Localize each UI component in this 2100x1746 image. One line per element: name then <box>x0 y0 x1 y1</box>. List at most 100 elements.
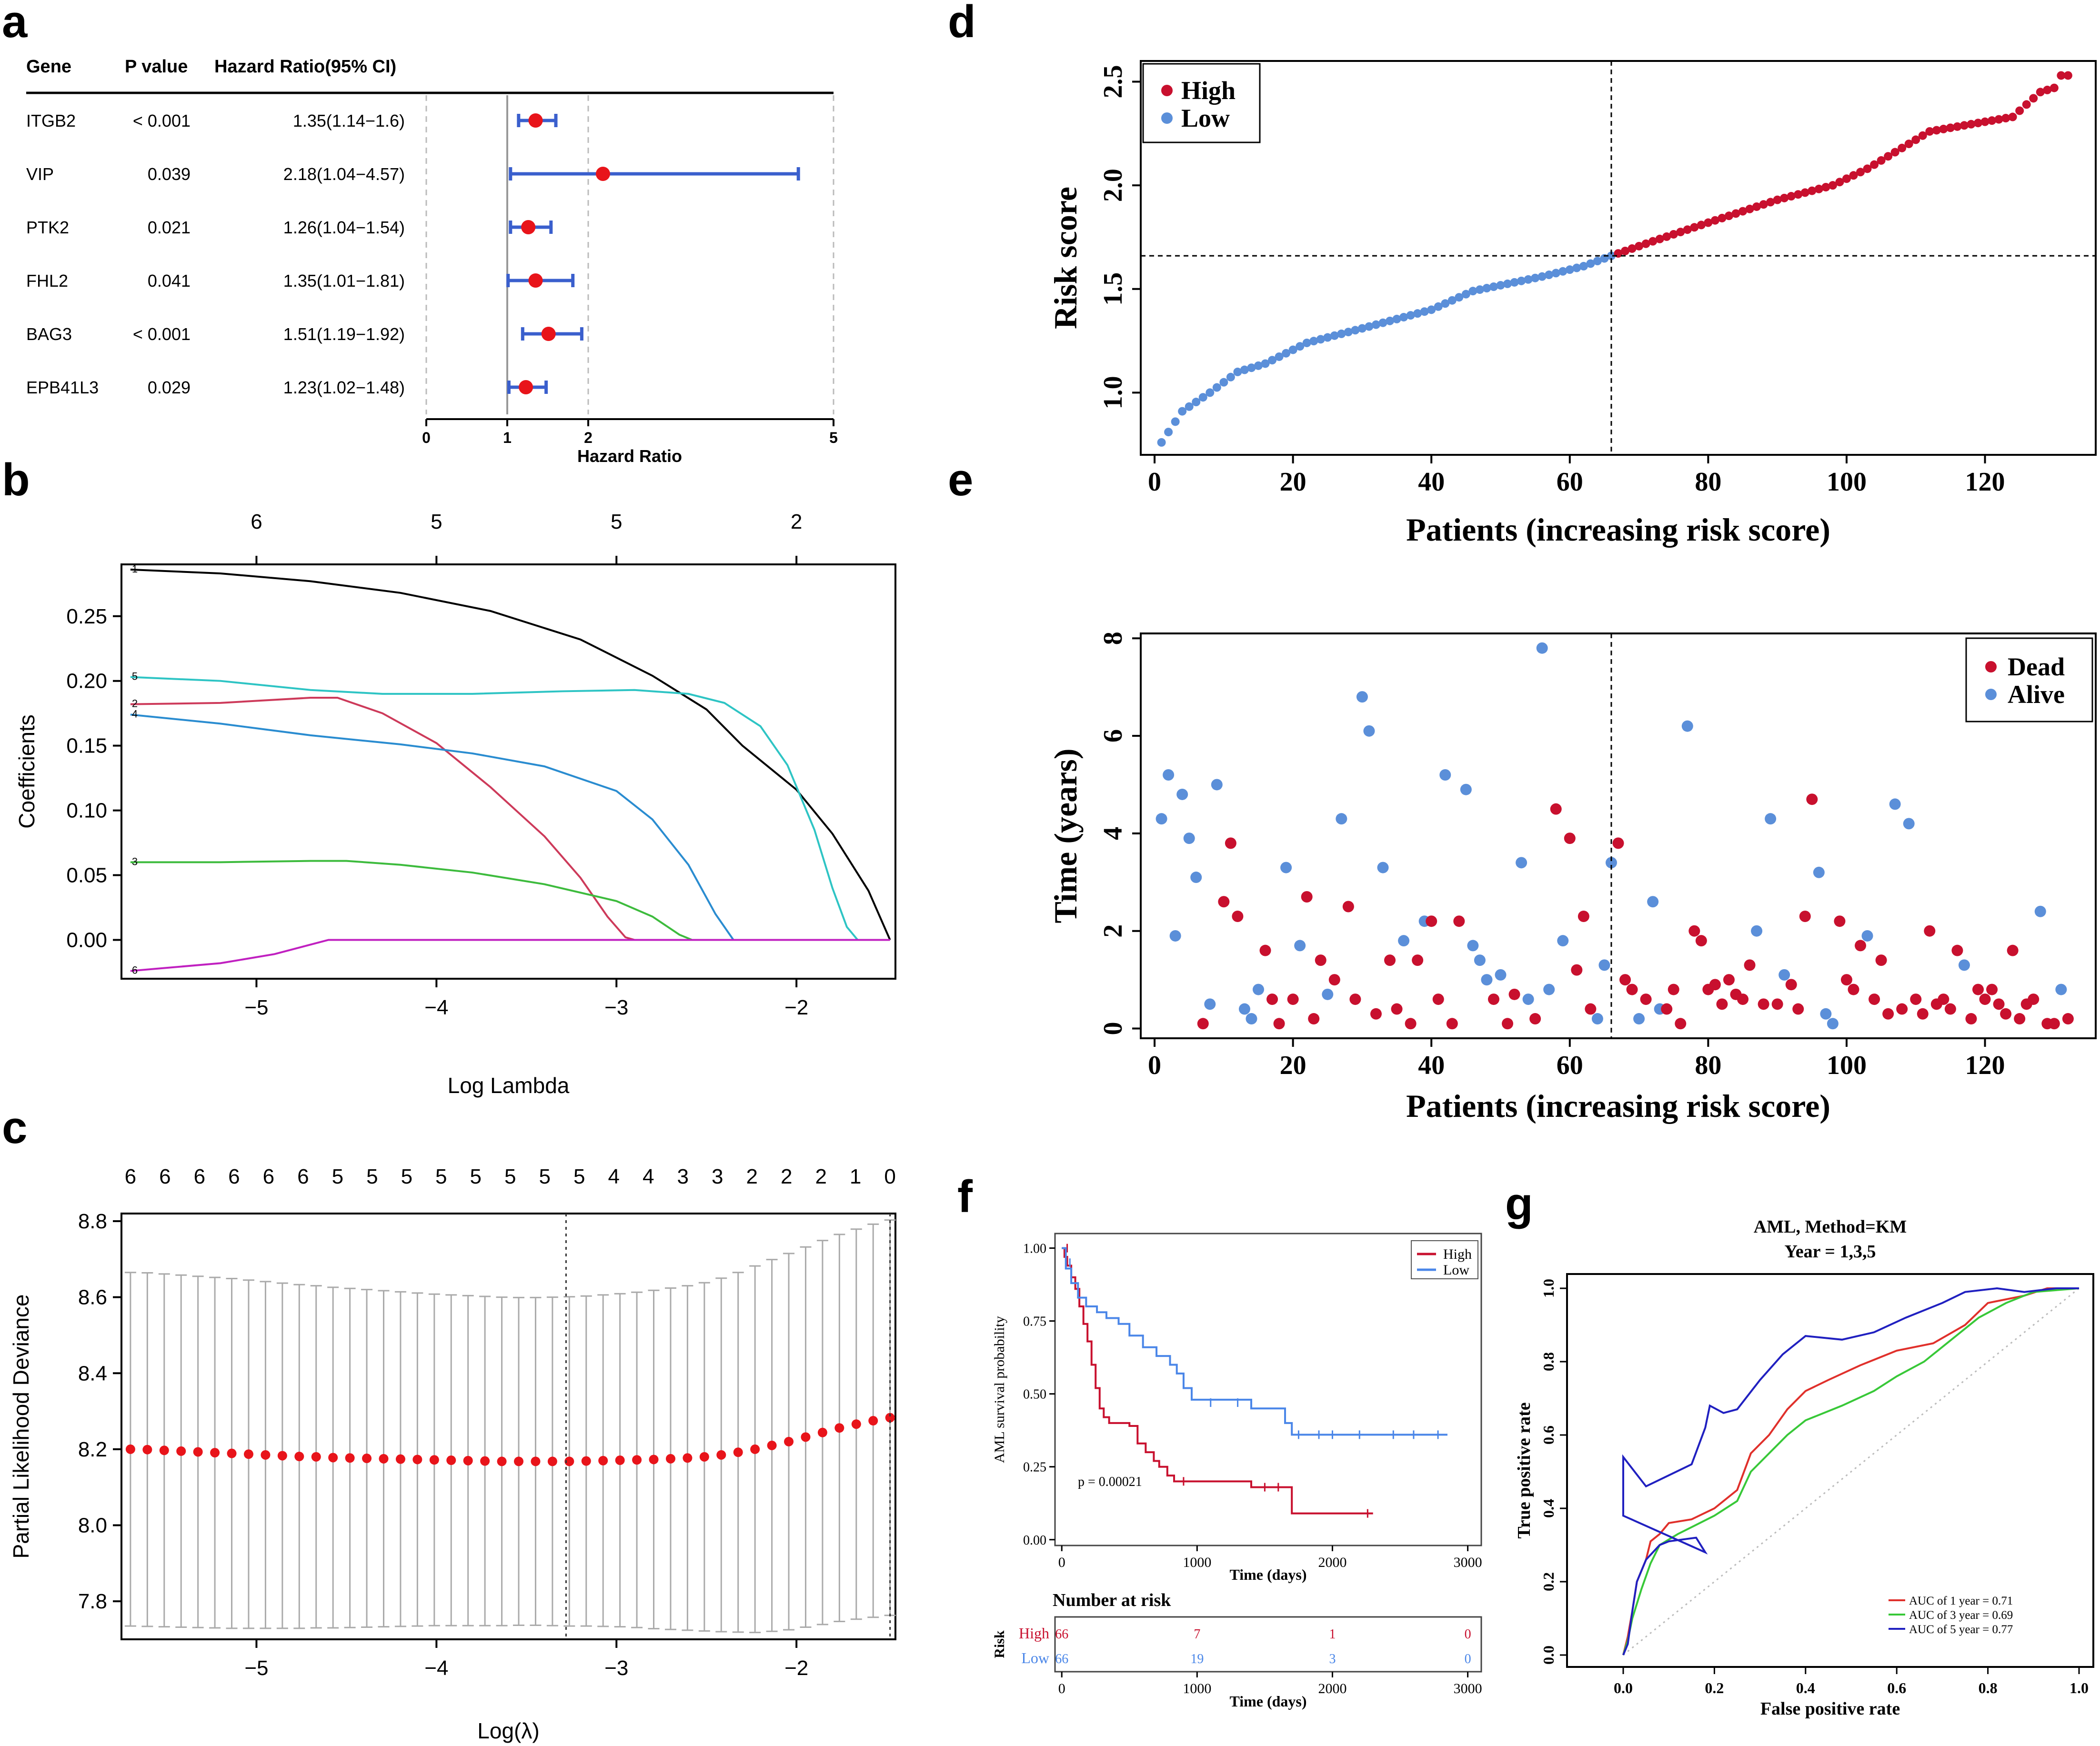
x-tick-label: 0 <box>422 429 431 446</box>
risk-point <box>2029 94 2038 103</box>
dead-point <box>1695 935 1707 947</box>
dead-point <box>1432 993 1444 1005</box>
risk-point <box>1787 192 1796 201</box>
y-tick-label: 8.0 <box>78 1514 107 1537</box>
risk-point <box>1302 338 1311 347</box>
panel-label-c: c <box>2 1102 27 1153</box>
risk-point <box>1413 309 1422 318</box>
risk-point <box>1323 333 1332 342</box>
x-tick-label: 80 <box>1695 467 1721 497</box>
x-tick-label: 20 <box>1280 1051 1306 1080</box>
alive-point <box>1280 862 1292 873</box>
top-count-label: 5 <box>332 1165 343 1188</box>
dead-point <box>1840 974 1852 986</box>
y-tick-label: 0.05 <box>66 864 107 887</box>
plot-frame <box>1566 1273 2094 1668</box>
top-count-label: 2 <box>815 1165 826 1188</box>
alive-point <box>1861 930 1873 942</box>
top-count-label: 3 <box>677 1165 688 1188</box>
legend-label: AUC of 5 year = 0.77 <box>1909 1623 2013 1636</box>
alive-point <box>1377 862 1389 873</box>
risk-point <box>1974 119 1983 128</box>
risk-point <box>1925 127 1934 136</box>
deviance-point <box>767 1440 777 1450</box>
risk-point <box>1773 195 1782 204</box>
risk-point <box>1842 174 1851 183</box>
alive-point <box>1958 959 1970 971</box>
risk-point <box>1814 184 1823 193</box>
dead-point <box>1384 954 1396 966</box>
alive-point <box>1156 813 1167 825</box>
survival-time-panel: 0 20 40 60 80 100 120 0 2 4 6 8 Patients (increasing… <box>1047 632 2097 1124</box>
risk-point <box>1904 140 1913 149</box>
deviance-point <box>784 1436 794 1446</box>
risk-point <box>1510 278 1519 287</box>
x-tick-label: 1000 <box>1183 1681 1211 1696</box>
risk-point <box>1330 331 1339 340</box>
legend-marker <box>1985 661 1997 672</box>
x-tick-label: −2 <box>784 996 808 1019</box>
top-tick-label: 5 <box>431 510 442 533</box>
deviance-point <box>362 1454 372 1464</box>
risk-count: 66 <box>1055 1652 1068 1666</box>
deviance-point <box>142 1445 152 1455</box>
x-tick-label: 2000 <box>1318 1681 1346 1696</box>
risk-point <box>1704 218 1713 227</box>
dead-point <box>1972 983 1984 995</box>
risk-point <box>1455 293 1464 302</box>
coef-path-2 <box>130 697 635 941</box>
risk-point <box>1662 232 1671 241</box>
risk-point <box>1710 216 1719 225</box>
km-curve-high <box>1062 1247 1373 1515</box>
x-tick-label: 40 <box>1418 1051 1445 1080</box>
y-tick-label: 8 <box>1098 632 1128 645</box>
dead-point <box>1869 993 1880 1005</box>
alive-point <box>1183 833 1195 844</box>
deviance-point <box>497 1456 507 1466</box>
risk-point <box>1967 120 1976 129</box>
alive-point <box>1356 691 1368 703</box>
deviance-point <box>547 1456 557 1466</box>
plot-frame <box>1054 1233 1482 1546</box>
risk-point <box>1524 275 1533 284</box>
dead-point <box>1688 925 1700 937</box>
column-header: Gene <box>26 57 71 77</box>
legend-label: Low <box>1181 104 1230 132</box>
path-index-label: 5 <box>132 671 138 682</box>
dead-point <box>1744 959 1756 971</box>
p-value: < 0.001 <box>133 111 191 130</box>
risk-point <box>1884 152 1893 161</box>
deviance-point <box>801 1432 811 1442</box>
deviance-point <box>159 1445 169 1455</box>
chance-diagonal <box>1623 1287 2080 1656</box>
risk-point <box>1959 121 1969 130</box>
risk-point <box>1718 213 1727 222</box>
x-tick-label: −3 <box>604 1656 628 1680</box>
risk-point <box>1316 335 1325 344</box>
dead-point <box>1896 1003 1908 1015</box>
plot-frame <box>1140 60 2097 456</box>
dead-point <box>2000 1008 2012 1020</box>
risk-point <box>1849 171 1858 180</box>
risk-point <box>1171 417 1180 426</box>
dead-point <box>1640 993 1652 1005</box>
path-index-label: 1 <box>132 563 138 575</box>
risk-point <box>1309 337 1318 346</box>
alive-point <box>1598 959 1610 971</box>
risk-point <box>1621 246 1630 255</box>
chart-title: AML, Method=KM <box>1754 1217 1907 1237</box>
deviance-point <box>851 1419 861 1429</box>
x-tick-label: 0.8 <box>1979 1679 1998 1696</box>
risk-point <box>1254 361 1263 370</box>
hr-point <box>528 273 543 288</box>
alive-point <box>1176 788 1188 800</box>
alive-point <box>1647 896 1659 908</box>
y-tick-label: 2 <box>1098 924 1128 938</box>
panel-label-a: a <box>2 0 28 47</box>
dead-point <box>1259 944 1271 956</box>
risk-point <box>1482 284 1491 293</box>
dead-point <box>1571 964 1583 976</box>
x-tick-label: 0 <box>1148 1051 1161 1080</box>
alive-point <box>1820 1008 1832 1020</box>
risk-point <box>1835 178 1844 187</box>
